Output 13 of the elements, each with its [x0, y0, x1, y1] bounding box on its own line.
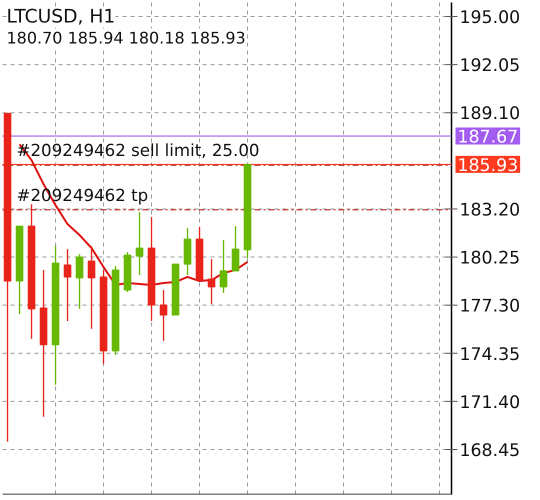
y-tick-label: 171.40 — [460, 392, 520, 413]
ref-line-label: 187.67 — [458, 128, 518, 148]
y-tick-label: 177.30 — [460, 296, 520, 317]
y-tick-label: 189.10 — [460, 104, 520, 124]
chart-title: LTCUSD, H1 — [6, 6, 116, 28]
text: 180.70 185.94 180.18 185.93 — [6, 28, 246, 48]
y-tick-label: 192.05 — [460, 56, 520, 76]
y-tick-label: 180.25 — [460, 248, 520, 269]
y-tick-label: 168.45 — [460, 440, 520, 461]
y-tick-label: 174.35 — [460, 344, 520, 365]
y-tick-label: 183.20 — [460, 200, 520, 220]
y-tick-label: 195.00 — [460, 8, 520, 28]
ref-line-label: 185.93 — [458, 156, 518, 176]
